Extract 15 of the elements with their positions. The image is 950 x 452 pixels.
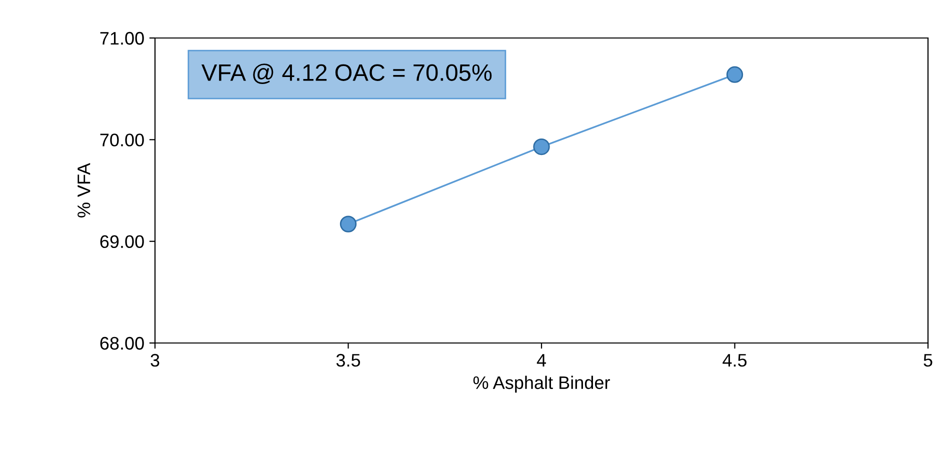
y-tick-label: 69.00 xyxy=(100,235,144,248)
x-tick-label: 4.5 xyxy=(722,354,747,367)
x-tick-label: 3 xyxy=(150,354,160,367)
y-axis-title: % VFA xyxy=(78,162,90,218)
y-tick-label: 71.00 xyxy=(100,32,144,45)
x-tick-label: 5 xyxy=(924,354,932,367)
point xyxy=(726,66,744,83)
x-tick-label: 4 xyxy=(536,354,546,366)
annotation: VFA @ 4.12 OAC = 70.05% xyxy=(201,64,492,84)
x-axis-title: % Asphalt Binder xyxy=(473,376,610,393)
y-tick-label: 68.00 xyxy=(100,336,144,350)
x-tick-label: 3.5 xyxy=(336,354,360,367)
point xyxy=(340,216,357,232)
y-tick-label: 70.00 xyxy=(100,134,144,146)
point xyxy=(533,138,550,156)
